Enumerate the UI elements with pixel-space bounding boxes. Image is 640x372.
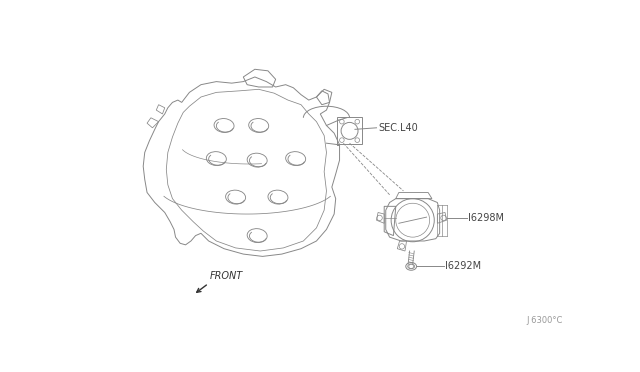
Text: J 6300°C: J 6300°C: [527, 316, 563, 325]
Text: I6292M: I6292M: [445, 262, 481, 272]
Text: FRONT: FRONT: [210, 271, 243, 281]
Text: I6298M: I6298M: [468, 213, 504, 223]
Text: SEC.L40: SEC.L40: [378, 123, 418, 133]
